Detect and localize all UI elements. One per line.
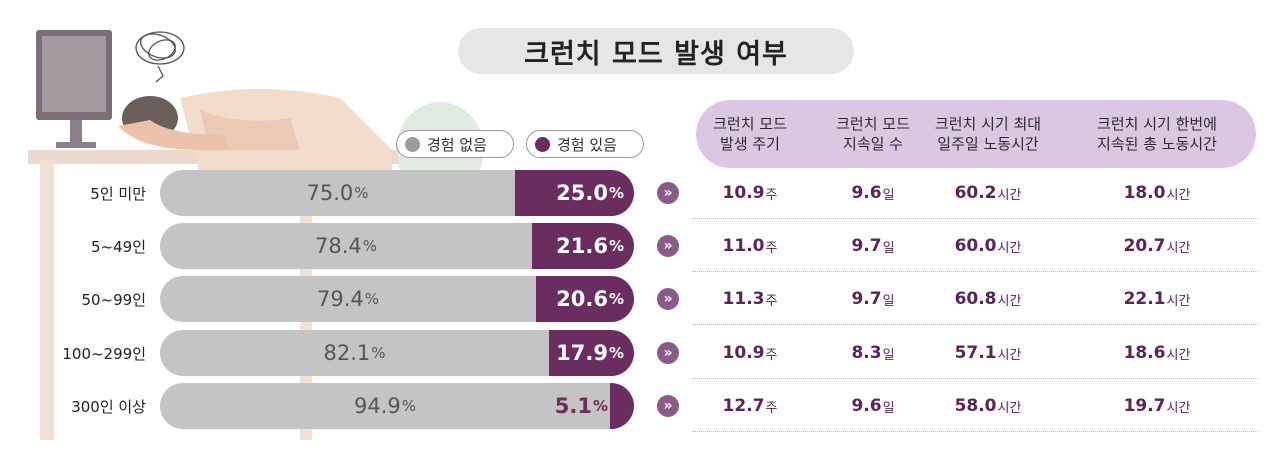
row-label: 5~49인 [91,238,146,256]
table-cell: 11.0 주 [722,236,778,256]
bar-experienced [549,330,634,376]
legend-experienced: 경험 있음 [526,130,644,158]
table-cell: 9.6 일 [851,396,895,416]
row-divider [692,218,1258,219]
value-label-experienced: 21.6% [556,234,624,258]
value-label-experienced: 17.9% [556,341,624,365]
row-divider [692,378,1258,379]
value-label-no-experience: 82.1% [323,341,386,365]
legend-label-none: 경험 없음 [427,135,487,154]
table-header-cell: 크런치 모드 발생 주기 [713,115,787,153]
bar-experienced [536,276,634,322]
row-label: 5인 미만 [90,185,146,203]
value-label-experienced: 20.6% [556,287,624,311]
table-cell: 18.6 시간 [1123,343,1191,363]
table-header-cell: 크런치 모드 지속일 수 [836,115,910,153]
bar-no-experience: 78.4% 21.6% [160,223,634,269]
bar-no-experience: 82.1% 17.9% [160,330,634,376]
table-cell: 60.0 시간 [954,236,1022,256]
bar-experienced [515,170,634,216]
table-cell: 18.0 시간 [1123,183,1191,203]
row-label: 300인 이상 [71,398,146,416]
table-header-cell: 크런치 시기 최대 일주일 노동시간 [934,115,1042,153]
row-label: 50~99인 [81,291,146,309]
double-chevron-right-icon: » [657,395,679,417]
table-cell: 22.1 시간 [1123,289,1191,309]
table-cell: 10.9 주 [722,183,778,203]
bar-no-experience: 94.9% 5.1% [160,383,634,429]
legend-purple-dot-icon [535,136,550,152]
table-cell: 9.7 일 [851,289,895,309]
double-chevron-right-icon: » [657,182,679,204]
page-title: 크런치 모드 발생 여부 [458,28,854,74]
table-cell: 60.2 시간 [954,183,1022,203]
row-divider [692,431,1258,432]
table-cell: 10.9 주 [722,343,778,363]
table-cell: 58.0 시간 [954,396,1022,416]
table-cell: 19.7 시간 [1123,396,1191,416]
row-divider [692,324,1258,325]
bar-no-experience: 79.4% 20.6% [160,276,634,322]
value-label-no-experience: 75.0% [306,181,369,205]
table-cell: 12.7 주 [722,396,778,416]
double-chevron-right-icon: » [657,288,679,310]
double-chevron-right-icon: » [657,342,679,364]
row-divider [692,271,1258,272]
table-cell: 11.3 주 [722,289,778,309]
bar-experienced [532,223,634,269]
table-cell: 57.1 시간 [954,343,1022,363]
legend-gray-dot-icon [405,136,420,152]
stress-scribble-illustration [135,31,185,83]
legend-label-yes: 경험 있음 [557,135,617,154]
table-cell: 9.6 일 [851,183,895,203]
table-cell: 20.7 시간 [1123,236,1191,256]
value-label-experienced: 25.0% [556,181,624,205]
table-header: 크런치 모드 발생 주기 크런치 모드 지속일 수 크런치 시기 최대 일주일 노동… [696,100,1256,168]
table-cell: 9.7 일 [851,236,895,256]
legend-no-experience: 경험 없음 [396,130,514,158]
bar-no-experience: 75.0% 25.0% [160,170,634,216]
value-label-no-experience: 94.9% [353,394,417,418]
table-header-cell: 크런치 시기 한번에 지속된 총 노동시간 [1097,115,1217,153]
table-cell: 8.3 일 [851,343,895,363]
bar-experienced [610,383,634,429]
row-label: 100~299인 [62,345,146,363]
double-chevron-right-icon: » [657,235,679,257]
value-label-no-experience: 79.4% [316,287,380,311]
value-label-no-experience: 78.4% [314,234,378,258]
table-cell: 60.8 시간 [954,289,1022,309]
value-label-experienced: 5.1% [554,394,608,418]
